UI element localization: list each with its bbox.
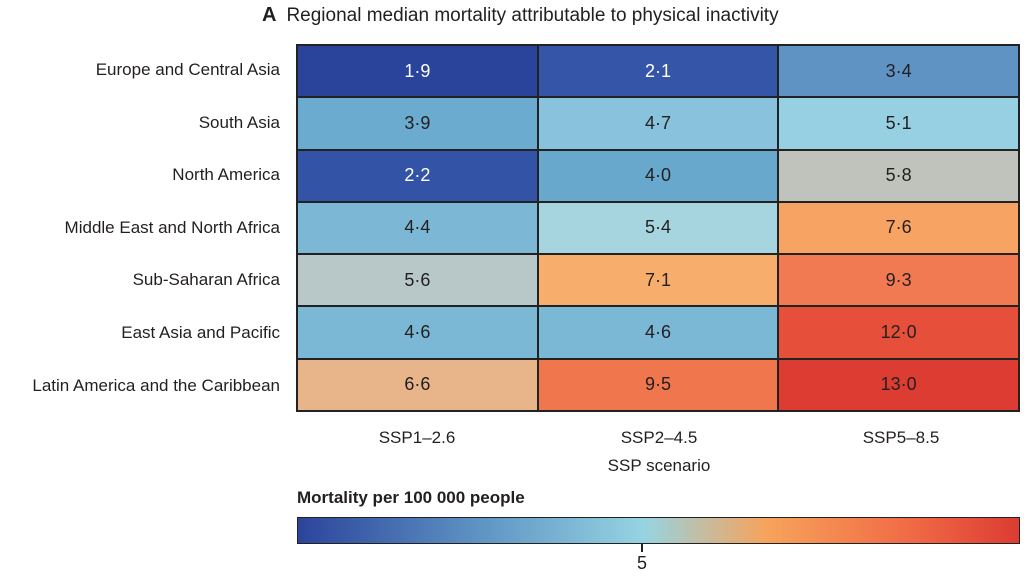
- heatmap-cell: 2·2: [298, 150, 537, 201]
- panel-letter: A: [262, 4, 277, 26]
- chart-title: A Regional median mortality attributable …: [262, 4, 779, 27]
- heatmap-cell: 3·9: [298, 98, 537, 149]
- row-label: Latin America and the Caribbean: [32, 375, 280, 395]
- heatmap-cell: 4·0: [538, 150, 778, 201]
- heatmap-cell: 2·1: [538, 46, 778, 97]
- row-label: South Asia: [198, 112, 280, 132]
- row-label: East Asia and Pacific: [121, 323, 280, 342]
- heatmap-cell: 7·6: [779, 202, 1018, 254]
- heatmap-grid: 1·9 2·1 3·4 3·9 4·7 5·1 2·2 4·0 5·8 4·4 5·4 7·6 5·6 7…: [296, 44, 1020, 412]
- column-label: SSP1–2.6: [378, 428, 456, 447]
- heatmap-cell: 6·6: [298, 359, 537, 410]
- colorbar-tick: [641, 544, 643, 552]
- row-label: North America: [172, 165, 280, 185]
- heatmap-cell: 5·4: [538, 202, 778, 254]
- heatmap-cell: 12·0: [779, 307, 1018, 358]
- column-label: SSP5–8.5: [862, 428, 940, 447]
- colorbar-title: Mortality per 100 000 people: [297, 488, 525, 507]
- heatmap-cell: 4·7: [538, 98, 778, 149]
- heatmap-cell: 13·0: [779, 359, 1018, 410]
- heatmap-cell: 3·4: [779, 46, 1018, 97]
- title-text: Regional median mortality attributable t…: [286, 5, 779, 26]
- heatmap-cell: 1·9: [298, 46, 537, 97]
- heatmap-cell: 5·8: [779, 150, 1018, 201]
- row-label: Sub-Saharan Africa: [132, 270, 280, 290]
- heatmap-cell: 4·6: [538, 307, 778, 358]
- colorbar-tick-label: 5: [636, 553, 647, 573]
- heatmap-cell: 7·1: [538, 255, 778, 306]
- heatmap-cell: 4·6: [298, 307, 537, 358]
- x-axis-title: SSP scenario: [607, 456, 711, 475]
- colorbar: [297, 517, 1020, 544]
- heatmap-cell: 5·1: [779, 98, 1018, 149]
- heatmap-cell: 4·4: [298, 202, 537, 254]
- heatmap-cell: 9·5: [538, 359, 778, 410]
- row-label: Middle East and North Africa: [64, 217, 280, 237]
- heatmap-cell: 9·3: [779, 255, 1018, 306]
- heatmap-cell: 5·6: [298, 255, 537, 306]
- column-label: SSP2–4.5: [620, 428, 698, 447]
- row-label: Europe and Central Asia: [95, 60, 280, 79]
